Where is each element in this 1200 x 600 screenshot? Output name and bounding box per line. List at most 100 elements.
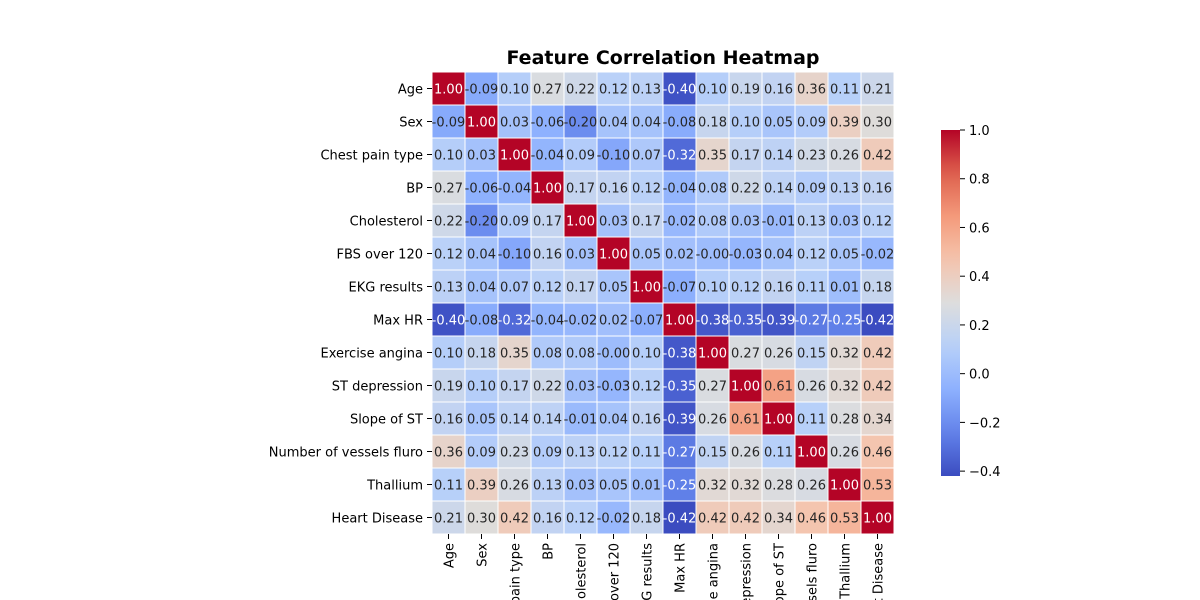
colorbar-tick-label: −0.2 xyxy=(969,416,1001,431)
cell-value-label: 0.16 xyxy=(434,413,463,428)
cell-value-label: 0.46 xyxy=(797,512,826,527)
heatmap-cell xyxy=(794,203,829,238)
cell-value-label: 0.17 xyxy=(632,215,661,230)
cell-value-label: 0.30 xyxy=(467,512,496,527)
cell-value-label: 0.09 xyxy=(467,446,496,461)
cell-value-label: 0.05 xyxy=(599,479,628,494)
cell-value-label: 0.27 xyxy=(698,380,727,395)
heatmap-cell xyxy=(827,500,862,535)
cell-value-label: -0.40 xyxy=(432,314,466,329)
cell-value-label: -0.03 xyxy=(597,380,631,395)
cell-value-label: 0.36 xyxy=(797,83,826,98)
row-tick-label: BP xyxy=(406,182,423,197)
heatmap-cell xyxy=(662,401,697,436)
cell-value-label: 0.30 xyxy=(863,116,892,131)
cell-value-label: -0.35 xyxy=(663,380,697,395)
heatmap-cell xyxy=(761,236,796,271)
cell-value-label: 0.05 xyxy=(467,413,496,428)
row-tick-label: ST depression xyxy=(332,380,423,395)
heatmap-cell xyxy=(860,269,895,304)
cell-value-label: 0.03 xyxy=(467,149,496,164)
cell-value-label: 0.08 xyxy=(533,347,562,362)
column-tick-label: EKG results xyxy=(641,543,656,600)
cell-value-label: 1.00 xyxy=(467,116,496,131)
heatmap-cell xyxy=(662,71,697,106)
heatmap-cell xyxy=(728,401,763,436)
cell-value-label: 0.09 xyxy=(566,149,595,164)
cell-value-label: 1.00 xyxy=(632,281,661,296)
cell-value-label: 0.12 xyxy=(863,215,892,230)
cell-value-label: 0.16 xyxy=(863,182,892,197)
row-tick-label: Sex xyxy=(399,116,423,131)
heatmap-cell xyxy=(662,467,697,502)
cell-value-label: 0.18 xyxy=(863,281,892,296)
heatmap-cell xyxy=(728,467,763,502)
heatmap-cell xyxy=(860,203,895,238)
cell-value-label: 0.03 xyxy=(830,215,859,230)
cell-value-label: -0.02 xyxy=(861,248,895,263)
cell-value-label: 0.13 xyxy=(434,281,463,296)
cell-value-label: 0.39 xyxy=(467,479,496,494)
chart-title: Feature Correlation Heatmap xyxy=(506,47,819,69)
cell-value-label: 0.28 xyxy=(830,413,859,428)
cell-value-label: -0.20 xyxy=(564,116,598,131)
heatmap-cell xyxy=(596,71,631,106)
heatmap-cell xyxy=(629,401,664,436)
row-tick-label: Number of vessels fluro xyxy=(269,446,423,461)
cell-value-label: 0.02 xyxy=(599,314,628,329)
cell-value-label: 0.13 xyxy=(632,83,661,98)
heatmap-cell xyxy=(563,170,598,205)
cell-value-label: 0.12 xyxy=(632,182,661,197)
cell-value-label: -0.09 xyxy=(465,83,499,98)
cell-value-label: 1.00 xyxy=(533,182,562,197)
colorbar-tick-label: 0.4 xyxy=(969,270,990,285)
cell-value-label: -0.03 xyxy=(729,248,763,263)
cell-value-label: -0.32 xyxy=(498,314,532,329)
cell-value-label: 0.09 xyxy=(797,116,826,131)
cell-value-label: 1.00 xyxy=(434,83,463,98)
cell-value-label: 0.42 xyxy=(863,380,892,395)
cell-value-label: -0.07 xyxy=(630,314,664,329)
column-tick-label: Thallium xyxy=(839,543,854,600)
column-tick-label: Max HR xyxy=(674,543,689,593)
cell-value-label: -0.32 xyxy=(663,149,697,164)
heatmap-cell xyxy=(827,104,862,139)
cell-value-label: 0.11 xyxy=(797,281,826,296)
heatmap-cell xyxy=(629,269,664,304)
cell-value-label: 0.07 xyxy=(500,281,529,296)
heatmap-cell xyxy=(497,269,532,304)
cell-value-label: 0.42 xyxy=(863,347,892,362)
cell-value-label: 0.10 xyxy=(434,347,463,362)
cell-value-label: 0.10 xyxy=(632,347,661,362)
heatmap-cell xyxy=(827,467,862,502)
cell-value-label: 0.23 xyxy=(500,446,529,461)
cell-value-label: -0.00 xyxy=(696,248,730,263)
heatmap-cell xyxy=(728,71,763,106)
cell-value-label: -0.06 xyxy=(465,182,499,197)
cell-value-label: 0.05 xyxy=(632,248,661,263)
heatmap-cell xyxy=(629,302,664,337)
cell-value-label: 0.03 xyxy=(566,380,595,395)
cell-value-label: 0.34 xyxy=(764,512,793,527)
cell-value-label: 0.36 xyxy=(434,446,463,461)
cell-value-label: -0.42 xyxy=(663,512,697,527)
heatmap-cell xyxy=(464,104,499,139)
cell-value-label: 0.42 xyxy=(500,512,529,527)
cell-value-label: 0.26 xyxy=(830,446,859,461)
column-tick-label: Heart Disease xyxy=(872,543,887,600)
column-tick-label: Chest pain type xyxy=(509,543,524,600)
heatmap-cell xyxy=(695,104,730,139)
heatmap-cell xyxy=(431,302,466,337)
cell-value-label: 0.03 xyxy=(500,116,529,131)
heatmap-cell xyxy=(497,335,532,370)
heatmap-cells: 1.00 -0.09 0.10 0.27 0.22 0.12 0.13 -0.40 0.10 0.… xyxy=(431,71,895,535)
cell-value-label: 0.32 xyxy=(830,347,859,362)
cell-value-label: 1.00 xyxy=(764,413,793,428)
column-tick-labels: Age Sex Chest pain type BP Cholesterol FBS ov… xyxy=(443,534,887,600)
cell-value-label: -0.10 xyxy=(498,248,532,263)
cell-value-label: 0.18 xyxy=(467,347,496,362)
heatmap-cell xyxy=(497,236,532,271)
cell-value-label: -0.07 xyxy=(663,281,697,296)
cell-value-label: -0.02 xyxy=(597,512,631,527)
cell-value-label: 0.15 xyxy=(797,347,826,362)
